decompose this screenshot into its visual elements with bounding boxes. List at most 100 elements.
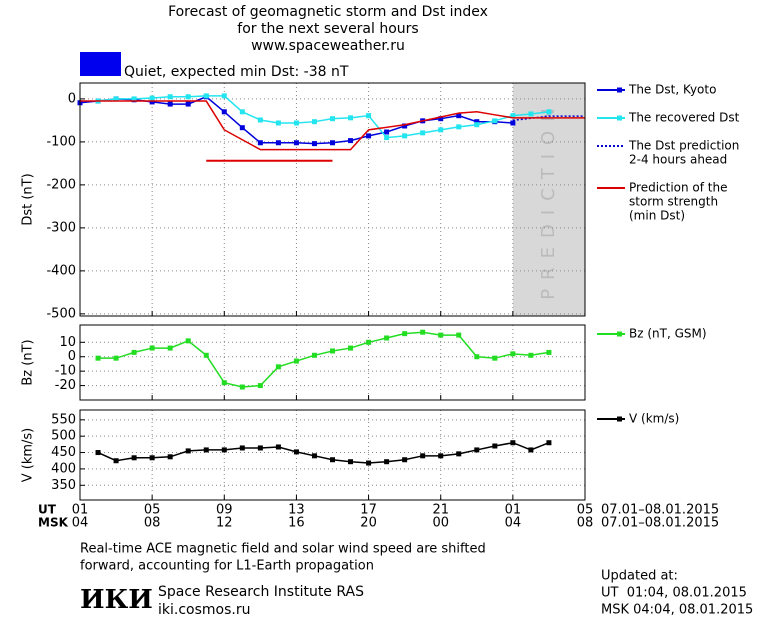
- y-tick-label: 0: [68, 349, 76, 364]
- series-point: [402, 457, 408, 463]
- series-point: [149, 95, 155, 101]
- series-point: [492, 355, 498, 361]
- series-point: [366, 339, 372, 345]
- legend-label: storm strength: [629, 195, 718, 209]
- series-point: [384, 459, 390, 465]
- series-point: [402, 123, 408, 129]
- series-point: [185, 338, 191, 344]
- series-line: [80, 100, 585, 151]
- x-tick-label-ut: 09: [216, 503, 233, 518]
- legend-label: Prediction of the: [629, 181, 728, 195]
- series-point: [275, 140, 281, 146]
- series-point: [384, 135, 390, 141]
- x-tick-label-ut: 05: [144, 503, 161, 518]
- series-point: [528, 447, 534, 453]
- series-point: [203, 352, 209, 358]
- y-tick-label: 450: [51, 445, 76, 460]
- logo: ИКИ: [80, 585, 153, 615]
- series-point: [131, 349, 137, 355]
- legend-label: The Dst prediction: [628, 139, 739, 153]
- series-point: [438, 116, 444, 122]
- series-point: [474, 354, 480, 360]
- series-point: [492, 118, 498, 124]
- plot-frame: [79, 324, 586, 401]
- x-tick-label-ut: 05: [577, 503, 594, 518]
- series-point: [546, 440, 552, 446]
- series-point: [203, 93, 209, 99]
- series-point: [474, 447, 480, 453]
- series-point: [293, 449, 299, 455]
- x-tick-label-msk: 12: [216, 516, 233, 531]
- series-point: [438, 127, 444, 133]
- updated-line: Updated at:: [601, 569, 678, 584]
- series-point: [311, 453, 317, 459]
- legend-marker: [617, 115, 622, 121]
- plot-frame: [79, 82, 586, 317]
- series-point: [456, 451, 462, 457]
- series-point: [149, 99, 155, 105]
- msk-row-label: MSK: [38, 516, 69, 530]
- series-point: [528, 352, 534, 358]
- plot-frame: [79, 409, 586, 501]
- legend-marker: [617, 331, 622, 337]
- series-point: [456, 113, 462, 119]
- series-point: [275, 120, 281, 126]
- x-tick-label-msk: 08: [144, 516, 161, 531]
- x-tick-label-ut: 17: [360, 503, 377, 518]
- prediction-zone: [512, 83, 585, 316]
- series-point: [185, 94, 191, 100]
- y-tick-label: 500: [51, 429, 76, 444]
- series-point: [438, 332, 444, 338]
- series-point: [167, 94, 173, 100]
- title-line: Forecast of geomagnetic storm and Dst in…: [168, 4, 488, 20]
- y-tick-label: -200: [46, 177, 76, 192]
- series-point: [95, 450, 101, 456]
- series-point: [510, 351, 516, 357]
- series-line: [98, 331, 550, 388]
- series-point: [131, 96, 137, 102]
- series-point: [167, 454, 173, 460]
- legend-label: Bz (nT, GSM): [629, 327, 707, 341]
- series-point: [113, 458, 119, 464]
- series-point: [167, 101, 173, 107]
- x-tick-label-ut: 13: [288, 503, 305, 518]
- series-point: [257, 445, 263, 451]
- legend-label: The Dst, Kyoto: [628, 83, 716, 97]
- title-line: www.spaceweather.ru: [251, 38, 405, 54]
- series-point: [275, 364, 281, 370]
- y-tick-label: -500: [46, 306, 76, 321]
- series-point: [185, 448, 191, 454]
- series-line: [97, 95, 550, 139]
- note-line: Real-time ACE magnetic field and solar w…: [80, 542, 486, 557]
- legend-marker: [617, 87, 622, 93]
- title-line: for the next several hours: [237, 21, 418, 37]
- prediction-label: PREDICTION: [538, 99, 559, 299]
- series-point: [510, 440, 516, 446]
- series-point: [311, 119, 317, 125]
- x-tick-label-ut: 21: [432, 503, 449, 518]
- legend-label: The recovered Dst: [628, 111, 740, 125]
- status-text: Quiet, expected min Dst: -38 nT: [124, 64, 349, 80]
- series-point: [257, 383, 263, 389]
- series-point: [546, 349, 552, 355]
- series-point: [420, 453, 426, 459]
- y-tick-label: -20: [55, 378, 76, 393]
- series-point: [384, 335, 390, 341]
- series-point: [546, 109, 552, 115]
- series-point: [293, 120, 299, 126]
- series-point: [221, 93, 227, 99]
- series-point: [239, 384, 245, 390]
- series-point: [113, 355, 119, 361]
- x-tick-label-msk: 04: [505, 516, 522, 531]
- series-point: [293, 140, 299, 146]
- x-tick-label-msk: 20: [360, 516, 377, 531]
- series-point: [384, 129, 390, 135]
- series-point: [330, 348, 335, 354]
- status-box: [80, 52, 121, 76]
- series-point: [131, 455, 137, 461]
- series-point: [203, 447, 209, 453]
- y-tick-label: 10: [59, 335, 76, 350]
- y-tick-label: -400: [46, 263, 76, 278]
- series-point: [221, 380, 227, 386]
